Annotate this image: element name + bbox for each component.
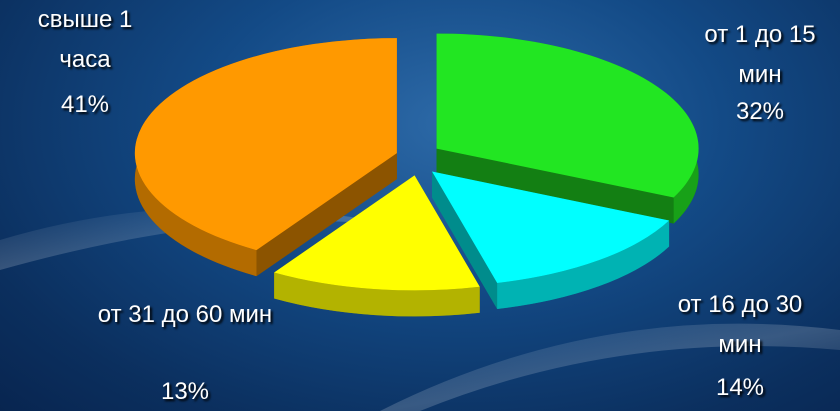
value-label: 32% — [735, 98, 785, 125]
slice-rim — [274, 272, 480, 317]
slice-wall — [256, 153, 397, 277]
background-streak — [380, 323, 840, 411]
slice — [274, 175, 480, 291]
background-streak — [0, 207, 420, 270]
slice — [134, 38, 397, 251]
category-label: от 16 до 30 мин — [677, 291, 803, 358]
slice — [436, 33, 699, 198]
slice-rim — [497, 220, 670, 309]
value-label: 41% — [60, 91, 110, 118]
value-label: 14% — [715, 374, 765, 401]
slice-wall — [432, 171, 498, 309]
slice-wall — [436, 148, 674, 224]
category-label: от 31 до 60 мин — [97, 301, 273, 328]
category-label: от 1 до 15 мин — [704, 21, 816, 88]
category-label: свыше 1 часа — [37, 6, 133, 73]
pie — [134, 33, 699, 317]
slice — [432, 171, 670, 283]
value-label: 13% — [160, 378, 210, 405]
